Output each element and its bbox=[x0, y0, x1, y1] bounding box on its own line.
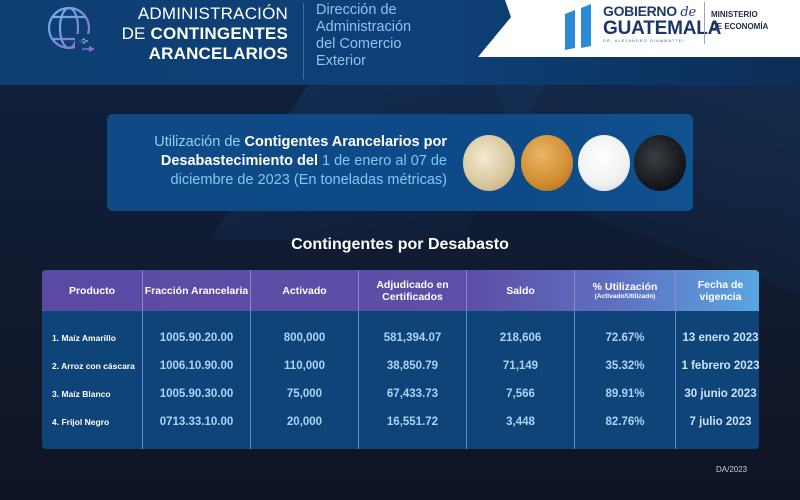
header-label: % Utilización bbox=[592, 280, 658, 293]
direccion-line: del Comercio bbox=[316, 36, 402, 52]
table-title: Contingentes por Desabasto bbox=[291, 236, 509, 253]
cell-fraccion: 1005.90.20.00 bbox=[159, 332, 234, 344]
title-line3: ARANCELARIOS bbox=[148, 44, 288, 63]
guatemala-bars-logo bbox=[565, 4, 591, 50]
cell-activado: 110,000 bbox=[284, 360, 325, 372]
cell-saldo: 218,606 bbox=[499, 332, 542, 344]
app-title: ADMINISTRACIÓN DE CONTINGENTES ARANCELAR… bbox=[100, 4, 288, 64]
guatemala-word: GUATEMALA bbox=[603, 18, 722, 39]
column-fraccion: 1005.90.20.00 1006.10.90.00 1005.90.30.0… bbox=[143, 311, 251, 449]
cell-activado: 20,000 bbox=[286, 416, 323, 428]
cell-fraccion: 1005.90.30.00 bbox=[159, 388, 234, 400]
gobierno-word: GOBIERNO bbox=[603, 3, 677, 19]
ministerio-line1: MINISTERIO bbox=[711, 10, 758, 19]
header-label: Fecha de vigencia bbox=[697, 278, 744, 303]
maiz-amarillo-image bbox=[463, 135, 515, 191]
title-line2-bold: CONTINGENTES bbox=[150, 24, 288, 43]
direccion-line: Administración bbox=[316, 19, 412, 35]
cell-activado: 800,000 bbox=[283, 332, 326, 344]
header-adjudicado: Adjudicado en Certificados bbox=[359, 270, 467, 311]
globe-arrows-icon bbox=[47, 6, 95, 52]
cell-fecha: 1 febrero 2023 bbox=[681, 360, 760, 372]
cell-adjudicado: 38,850.79 bbox=[386, 360, 439, 372]
gobierno-de: de bbox=[680, 5, 696, 20]
header-activado: Activado bbox=[251, 270, 359, 311]
cell-saldo: 7,566 bbox=[506, 388, 535, 400]
column-utilizacion: 72.67% 35.32% 89.91% 82.76% bbox=[575, 311, 676, 449]
column-saldo: 218,606 71,149 7,566 3,448 bbox=[467, 311, 575, 449]
cell-producto: 1. Maíz Amarillo bbox=[52, 333, 116, 343]
cell-saldo: 71,149 bbox=[502, 360, 539, 372]
info-text-plain: Utilización de bbox=[154, 134, 245, 150]
ministerio-label: MINISTERIO DE ECONOMÍA bbox=[711, 9, 768, 33]
direccion-line: Dirección de bbox=[316, 2, 397, 18]
footer-code: DA/2023 bbox=[716, 465, 748, 474]
cell-utilizacion: 82.76% bbox=[605, 416, 645, 428]
cell-fraccion: 0713.33.10.00 bbox=[159, 416, 234, 428]
info-description: Utilización de Contigentes Arancelarios … bbox=[127, 133, 447, 190]
header-saldo: Saldo bbox=[467, 270, 575, 311]
frijol-negro-image bbox=[634, 135, 686, 191]
header-fraccion: Fracción Arancelaria bbox=[143, 270, 251, 311]
table-body: 1. Maíz Amarillo 2. Arroz con cáscara 3.… bbox=[42, 311, 760, 449]
cell-utilizacion: 89.91% bbox=[605, 388, 645, 400]
direccion-line: Exterior bbox=[316, 53, 366, 69]
cell-adjudicado: 581,394.07 bbox=[383, 332, 442, 344]
ministerio-line2: DE ECONOMÍA bbox=[711, 22, 769, 31]
cell-producto: 3. Maíz Blanco bbox=[52, 389, 111, 399]
header-utilizacion: % Utilización (Activado/Utilizado) bbox=[575, 270, 676, 311]
cell-saldo: 3,448 bbox=[506, 416, 535, 428]
cell-fecha: 30 junio 2023 bbox=[684, 388, 757, 400]
cell-producto: 2. Arroz con cáscara bbox=[52, 361, 135, 371]
column-adjudicado: 581,394.07 38,850.79 67,433.73 16,551.72 bbox=[359, 311, 467, 449]
arroz-image bbox=[521, 135, 573, 191]
cell-fecha: 13 enero 2023 bbox=[682, 332, 759, 344]
cell-producto: 4. Frijol Negro bbox=[52, 417, 110, 427]
header-label: Activado bbox=[282, 284, 327, 297]
table-header-row: Producto Fracción Arancelaria Activado A… bbox=[42, 270, 759, 311]
gov-divider bbox=[704, 2, 705, 44]
column-producto: 1. Maíz Amarillo 2. Arroz con cáscara 3.… bbox=[42, 311, 143, 449]
cell-adjudicado: 16,551.72 bbox=[386, 416, 439, 428]
president-name: DR. ALEJANDRO GIAMMATTEI bbox=[603, 38, 685, 43]
direccion-text: Dirección de Administración del Comercio… bbox=[316, 2, 411, 70]
gobierno-logo-text: GOBIERNO de GUATEMALA DR. ALEJANDRO GIAM… bbox=[603, 4, 721, 44]
header-white-panel bbox=[535, 0, 800, 57]
cell-utilizacion: 35.32% bbox=[605, 360, 645, 372]
info-card: Utilización de Contigentes Arancelarios … bbox=[107, 114, 693, 211]
cell-utilizacion: 72.67% bbox=[605, 332, 645, 344]
cell-fecha: 7 julio 2023 bbox=[689, 416, 752, 428]
contingentes-table: Producto Fracción Arancelaria Activado A… bbox=[42, 270, 760, 449]
maiz-blanco-image bbox=[578, 135, 630, 191]
column-fecha: 13 enero 2023 1 febrero 2023 30 junio 20… bbox=[676, 311, 765, 449]
header-producto: Producto bbox=[42, 270, 143, 311]
header-label: Producto bbox=[68, 284, 116, 297]
header-fecha: Fecha de vigencia bbox=[676, 270, 765, 311]
header-divider bbox=[303, 3, 304, 79]
cell-adjudicado: 67,433.73 bbox=[386, 388, 439, 400]
cell-fraccion: 1006.10.90.00 bbox=[159, 360, 234, 372]
header-label: Saldo bbox=[506, 284, 535, 297]
header-sublabel: (Activado/Utilizado) bbox=[594, 292, 656, 300]
column-activado: 800,000 110,000 75,000 20,000 bbox=[251, 311, 359, 449]
header-label: Fracción Arancelaria bbox=[144, 284, 249, 297]
title-line1: ADMINISTRACIÓN bbox=[137, 4, 288, 23]
title-line2-prefix: DE bbox=[121, 24, 151, 43]
cell-activado: 75,000 bbox=[286, 388, 323, 400]
info-text-accent: 1 de enero al 07 de diciembre de 2023 (E… bbox=[170, 153, 447, 188]
header-label: Adjudicado en Certificados bbox=[376, 278, 449, 303]
info-text-bold: Contigentes Arancelarios por Desabasteci… bbox=[160, 134, 447, 169]
